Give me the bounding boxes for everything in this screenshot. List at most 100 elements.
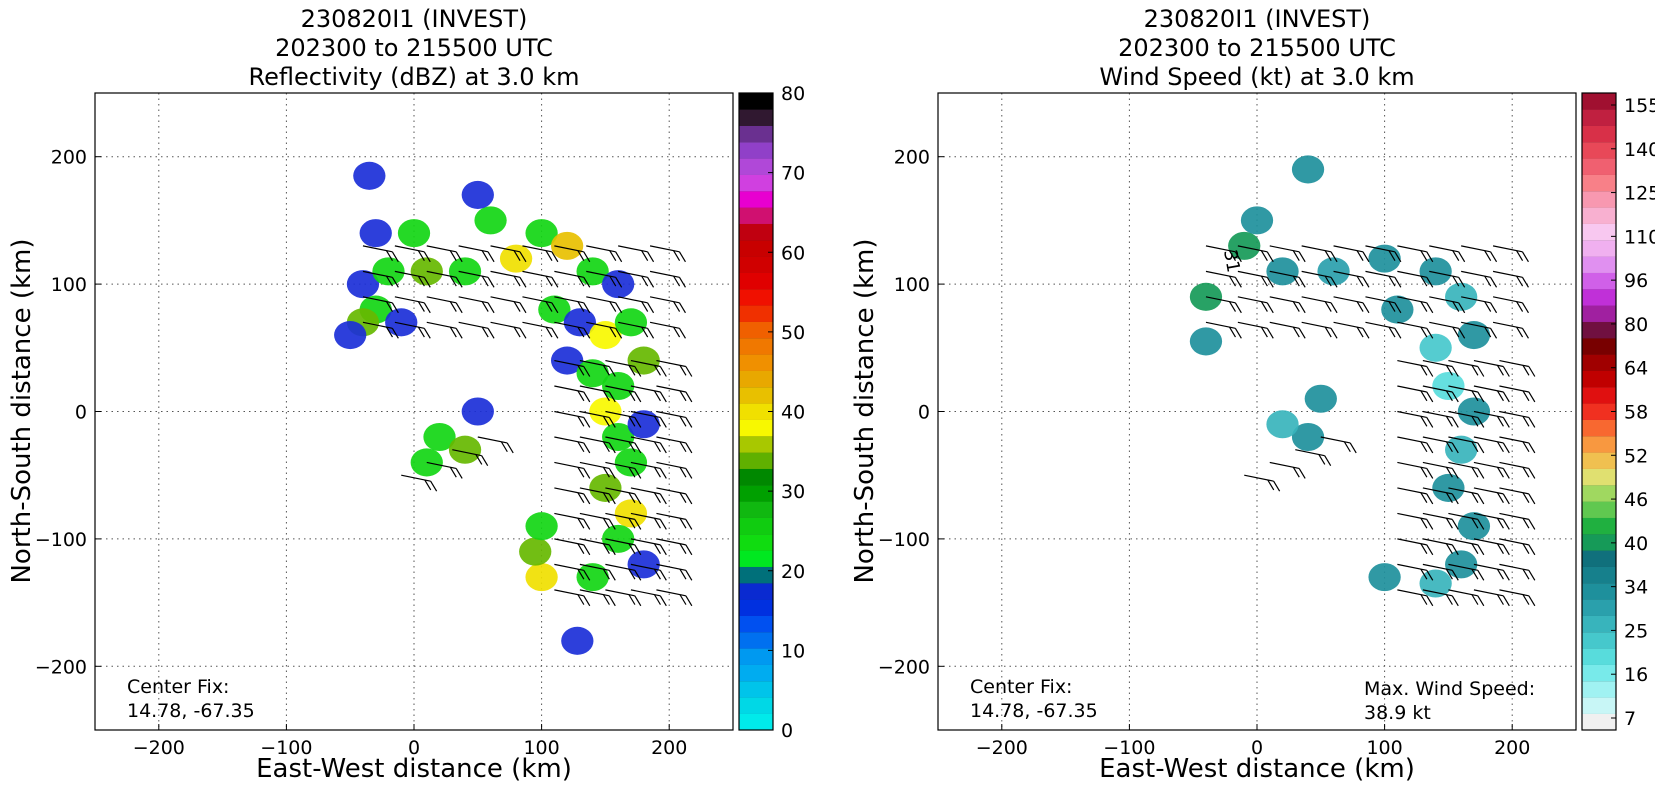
wind-barb-flag [577,250,585,261]
wind-barb-flag [1420,275,1428,287]
panel-title-line-1: 230820I1 (INVEST) [1144,5,1371,33]
wind-barb-flag [583,442,591,454]
wind-barb-flag [551,277,559,288]
colorbar-segment [739,550,773,567]
colorbar-tick-label: 34 [1624,577,1648,599]
colorbar-segment [739,272,773,290]
wind-barb-flag [1490,251,1498,263]
wind-barb-flag [1522,517,1530,529]
wind-barb-flag [519,277,527,288]
wind-barb-flag [602,594,610,605]
wind-barb-flag [647,327,655,339]
wind-barb-flag [417,326,425,338]
wind-barb [605,538,635,546]
wind-barb-flag [1420,466,1428,478]
colorbar-tick-label: 40 [1624,533,1648,555]
wind-barb [490,296,521,304]
x-tick-label: −200 [976,737,1028,759]
wind-barb [618,245,648,253]
colorbar-segment [739,664,773,682]
wind-barb-flag [602,568,610,580]
wind-barb-flag [673,250,681,261]
grid-lines [938,93,1576,730]
x-tick-label: 100 [1366,737,1402,759]
wind-barb-flag [513,326,521,338]
wind-barb-flag [659,595,667,607]
wind-barb-flag [1426,544,1434,556]
wind-barb-flag [487,251,495,263]
wind-barb-flag [417,301,425,312]
data-cell [563,308,597,337]
colorbar-segment [739,158,773,175]
wind-barb-flag [1502,570,1510,581]
wind-barb-flag [685,595,693,607]
wind-barb-flag [1516,326,1524,338]
wind-barb [554,359,584,368]
wind-barb-flag [1349,442,1357,454]
wind-barb-flag [628,466,636,478]
wind-barb-flag [1445,364,1453,376]
data-cell [602,270,635,299]
wind-barb-flag [1528,595,1536,607]
wind-barb-flag [1521,251,1529,263]
wind-barb [1448,563,1478,571]
data-cell [1368,244,1401,273]
wind-barb [554,538,584,546]
wind-barb-flag [634,544,642,556]
wind-barb [1499,563,1529,571]
wind-barb-flag [1445,543,1453,554]
wind-barb-flag [679,517,687,529]
wind-barb-flag [1292,466,1300,478]
wind-barb-flag [602,543,610,554]
wind-barb-flag [1426,519,1434,530]
wind-barb-flag [1356,275,1364,287]
wind-barb-flag [628,543,636,554]
colorbar-segment [739,485,773,502]
wind-barb [1422,589,1453,597]
wind-barb-flag [1484,250,1492,261]
wind-barb [1397,461,1427,470]
colorbar-segment [739,583,773,600]
wind-barb [586,245,616,253]
wind-barb [1448,589,1478,597]
wind-barb-flag [609,250,617,261]
wind-barb-flag [673,275,681,287]
wind-barb [1422,410,1453,419]
wind-barb-flag [659,468,667,479]
wind-barb-flag [481,250,489,261]
wind-barb-flag [659,493,667,505]
wind-barb [656,410,686,419]
wind-barb-flag [430,480,438,492]
colorbar-segment [739,697,773,714]
wind-barb [394,245,425,253]
wind-barb [401,474,431,482]
wind-barb [579,410,610,419]
wind-barb [1333,270,1364,278]
wind-barb [649,270,680,278]
center-fix-value: 14.78, -67.35 [127,700,255,722]
colorbar-tick-label: 60 [781,242,805,264]
wind-barb [1499,589,1529,597]
wind-barb-flag [1260,250,1268,261]
wind-barb-flag [481,301,489,312]
wind-barb [1295,449,1325,457]
wind-barb [630,487,661,495]
wind-barb-flag [659,570,667,581]
wind-barb-flag [1522,492,1530,504]
wind-barb-flag [1521,327,1529,339]
wind-barb-flag [653,364,661,376]
wind-barb-flag [1451,468,1459,479]
wind-barb [1397,270,1427,278]
wind-barb [1205,270,1236,278]
wind-speed-panel: 230820I1 (INVEST) 202300 to 215500 UTC W… [850,5,1655,784]
center-fix-value: 14.78, -67.35 [970,700,1098,722]
data-cell [1291,422,1325,452]
wind-barb [426,296,457,304]
colorbar-segment [1582,338,1616,355]
wind-barb [630,538,661,546]
y-axis-label: North-South distance (km) [7,238,37,583]
wind-barb [1301,321,1332,329]
wind-barb [1237,296,1268,304]
wind-barb [1422,436,1453,444]
wind-barb [362,270,393,278]
